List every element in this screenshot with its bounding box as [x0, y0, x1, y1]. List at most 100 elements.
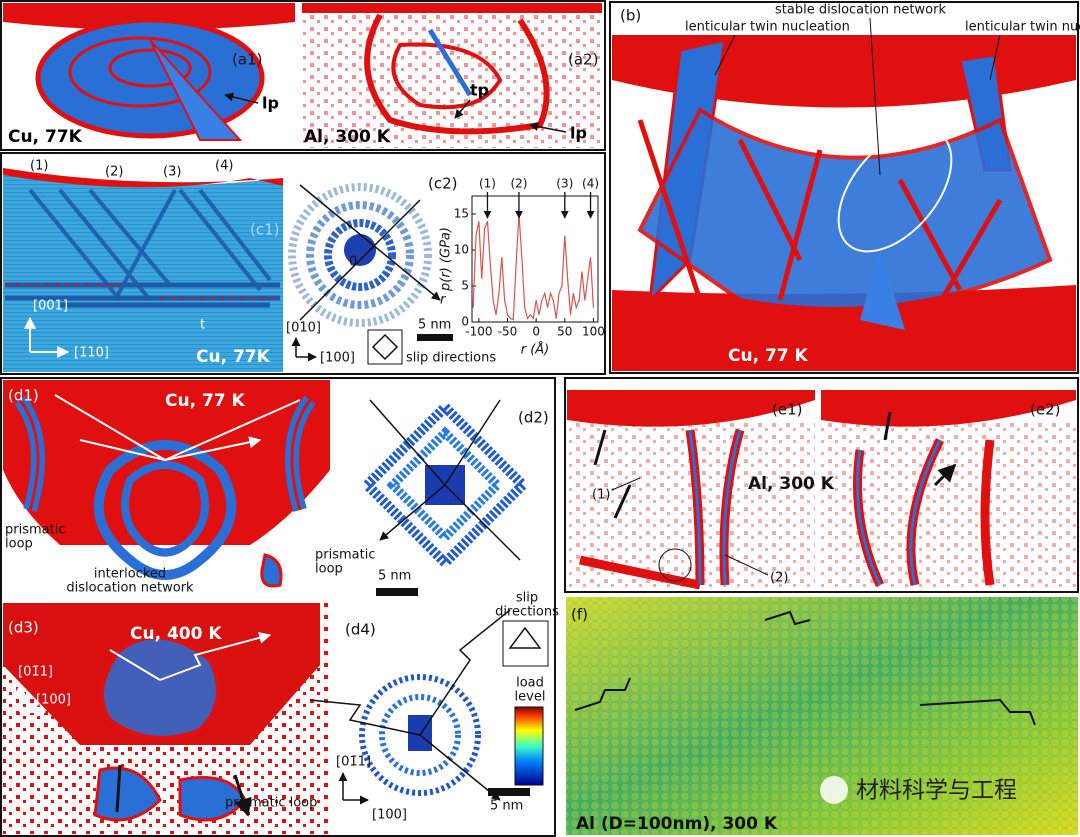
annotation: prismatic loop	[225, 796, 317, 811]
panel-e: (e1) (e2) (1) (2) Al, 300 K	[564, 377, 1079, 593]
step	[574, 610, 1036, 726]
scale-label: 5 nm	[418, 318, 451, 333]
slip-icon	[508, 626, 542, 649]
marker: (4)	[215, 159, 233, 174]
arrow	[529, 122, 567, 133]
scale-bar	[376, 588, 418, 596]
panel-border	[0, 377, 556, 837]
panel-label: (e2)	[1030, 401, 1060, 419]
network	[93, 440, 237, 580]
panel-d: (d1) Cu, 77 K prismatic loop prismatic l…	[0, 377, 559, 837]
axis-label: [100]	[372, 808, 407, 823]
watermark-icon	[820, 776, 848, 804]
ring	[359, 674, 481, 796]
network	[637, 107, 1053, 311]
atoms	[302, 14, 602, 148]
scale-bar	[417, 334, 453, 341]
leader	[869, 17, 881, 176]
arrow	[54, 394, 301, 461]
ring	[324, 219, 396, 291]
panel-label: (a2)	[568, 51, 598, 69]
divider	[283, 155, 285, 372]
annotation: prismatic	[315, 548, 375, 563]
loop	[391, 42, 503, 110]
x-tick-label: 0	[532, 325, 540, 339]
leader	[714, 34, 736, 76]
x-axis-title: r (Å)	[521, 342, 550, 358]
axis-label: [1̄10]	[74, 346, 109, 361]
arrow	[593, 411, 955, 519]
annotation: (1)	[479, 177, 496, 191]
series-line	[472, 213, 595, 321]
surface	[567, 390, 1076, 427]
surface	[612, 285, 1076, 371]
y-tick-label: 15	[454, 207, 469, 221]
colorbar-title: level	[515, 690, 546, 705]
x-tick-label: 100	[582, 325, 605, 339]
marker: (2)	[770, 571, 788, 586]
panel-label: (d2)	[518, 409, 549, 427]
loop	[260, 553, 283, 588]
diffraction-pattern	[288, 183, 432, 327]
panel-label: (d1)	[8, 387, 39, 405]
arrow	[224, 92, 259, 104]
scale-bar	[488, 788, 530, 796]
twin	[427, 28, 473, 97]
highlight-ellipse	[837, 127, 953, 253]
marker: lp	[262, 94, 279, 113]
axis-label: [010]	[286, 321, 321, 336]
arrow	[309, 609, 511, 800]
panel-label: (f)	[571, 606, 588, 624]
diagonal	[299, 199, 421, 321]
r-axis	[299, 184, 441, 301]
arrow	[369, 399, 521, 561]
pr-plot: -100 -50 0 50 100 0 5 10 15 r (Å) p(r) (GPa) (1) (2)…	[439, 177, 605, 358]
network	[121, 461, 209, 557]
panel-border	[609, 1, 1079, 374]
network	[100, 635, 220, 740]
legend-text: directions	[495, 605, 559, 620]
arrow	[109, 635, 270, 681]
loop	[18, 399, 312, 511]
arrow	[454, 99, 471, 119]
panel-a: (a1) lp Cu, 77K (a2) tp lp Al, 300 K	[0, 0, 606, 151]
annotation: (2)	[510, 177, 527, 191]
panel-label: (c1)	[250, 221, 280, 239]
legend-text: slip directions	[406, 351, 496, 366]
axis-label: [01̄1]	[18, 665, 53, 680]
y-tick-label: 0	[461, 315, 469, 329]
marker: (3)	[163, 165, 181, 180]
colorbar	[514, 706, 544, 786]
y-tick-label: 5	[461, 279, 469, 293]
origin-label: 0	[349, 255, 357, 270]
watermark: 材料科学与工程	[856, 778, 1017, 804]
x-tick-label: 50	[557, 325, 572, 339]
surface	[3, 3, 295, 30]
axis-label: [01̄1]	[336, 755, 371, 770]
annotation: lenticular twin nucleation	[965, 20, 1080, 35]
twin	[149, 39, 243, 141]
caption: Cu, 77K	[196, 347, 271, 367]
annotation: (3)	[556, 177, 573, 191]
panel-border	[0, 0, 606, 151]
panel-label: (c2)	[428, 175, 458, 193]
scale-label: 5 nm	[378, 569, 411, 584]
y-axis-title: p(r) (GPa)	[439, 227, 454, 292]
panel-label: (e1)	[772, 401, 802, 419]
surface	[3, 168, 283, 188]
annotation: prismatic	[5, 523, 65, 538]
ring	[379, 694, 461, 776]
panel-f: (f) Al (D=100nm), 300 K 材料科学与工程	[566, 597, 1078, 835]
marker: (1)	[592, 488, 610, 503]
dislocation-core	[688, 429, 942, 586]
loop	[108, 48, 192, 88]
caption: Al, 300 K	[748, 474, 835, 494]
marker: lp	[570, 124, 587, 143]
panel-border	[0, 152, 606, 375]
caption: Al (D=100nm), 300 K	[576, 814, 778, 834]
panel-label: (a1)	[232, 51, 262, 69]
annotation: loop	[5, 537, 33, 552]
legend-text: slip	[516, 591, 538, 606]
marker: (2)	[105, 165, 123, 180]
